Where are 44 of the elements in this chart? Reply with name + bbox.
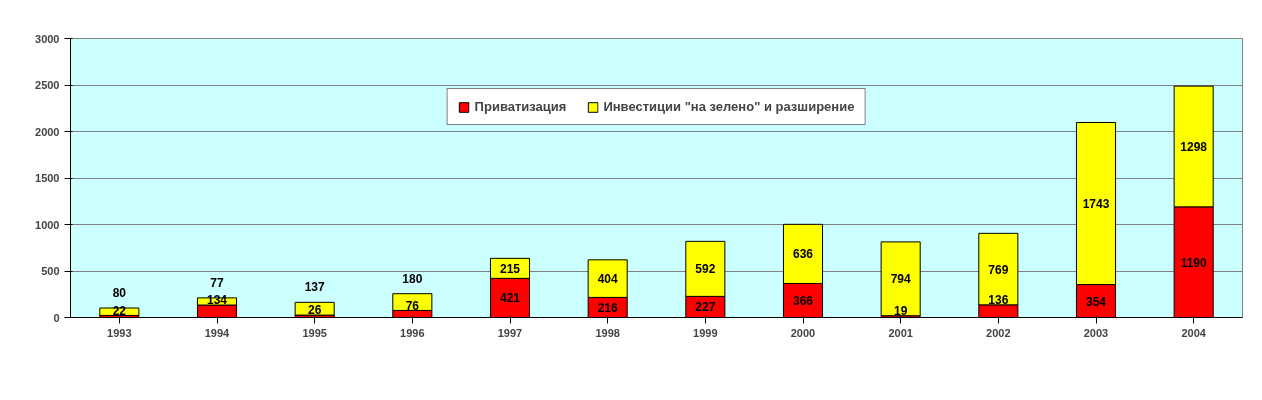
y-tick-label: 0 — [53, 311, 60, 324]
data-label: 354 — [1085, 294, 1107, 309]
y-tick-label: 2000 — [35, 125, 60, 138]
data-label: 636 — [792, 247, 814, 262]
data-label: 26 — [307, 303, 322, 318]
x-tick-label: 1996 — [400, 326, 425, 339]
data-label: 22 — [112, 303, 127, 318]
data-label: 769 — [988, 262, 1009, 277]
data-label: 227 — [695, 300, 716, 315]
x-tick-label: 2004 — [1181, 326, 1207, 339]
y-tick-label: 3000 — [35, 32, 60, 45]
y-tick-label: 500 — [41, 265, 60, 277]
data-label: 180 — [402, 271, 423, 286]
data-label: 1743 — [1082, 197, 1110, 212]
data-label: 404 — [597, 272, 618, 287]
data-label: 77 — [210, 275, 224, 290]
data-label: 592 — [695, 262, 716, 277]
x-tick-label: 2000 — [790, 326, 816, 339]
data-label: 137 — [304, 280, 325, 295]
data-label: 216 — [597, 300, 618, 315]
data-label: 80 — [112, 285, 127, 300]
legend-label: Приватизация — [474, 99, 567, 114]
x-tick-label: 1999 — [693, 326, 718, 339]
data-label: 366 — [792, 293, 814, 308]
x-tick-label: 1993 — [107, 326, 132, 339]
data-label: 794 — [890, 272, 911, 287]
data-label: 76 — [405, 298, 420, 313]
x-tick-label: 1994 — [204, 326, 231, 339]
legend-label: Инвестиции "на зелено" и разширение — [603, 99, 855, 114]
data-label: 215 — [499, 261, 521, 276]
data-label: 1190 — [1180, 255, 1208, 270]
y-tick-label: 2500 — [35, 79, 60, 91]
y-tick-label: 1000 — [35, 218, 60, 231]
x-tick-label: 2002 — [986, 326, 1011, 339]
x-tick-label: 1998 — [595, 326, 620, 339]
x-tick-label: 2001 — [888, 326, 913, 339]
x-tick-label: 1995 — [302, 326, 327, 339]
x-tick-label: 2003 — [1083, 326, 1109, 339]
data-label: 19 — [893, 303, 908, 318]
data-label: 136 — [988, 293, 1009, 308]
data-label: 1298 — [1180, 139, 1208, 154]
x-tick-label: 1997 — [497, 326, 523, 339]
data-label: 421 — [499, 291, 521, 306]
y-tick-label: 1500 — [35, 172, 60, 184]
